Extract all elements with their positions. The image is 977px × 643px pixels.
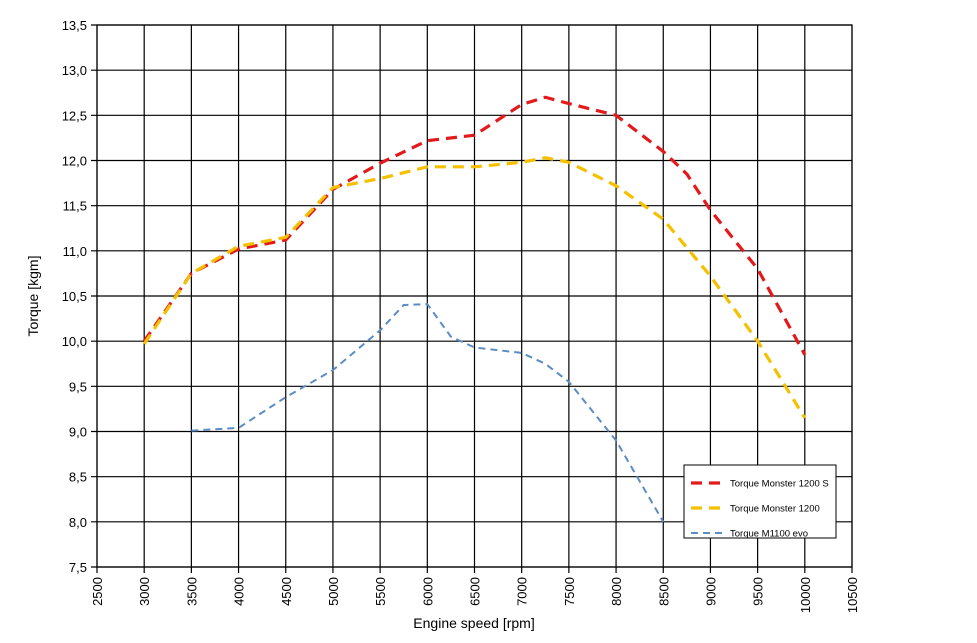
y-tick-label: 9,0 (69, 425, 87, 440)
y-tick-label: 12,5 (62, 108, 87, 123)
x-tick-label: 6000 (420, 577, 435, 606)
x-tick-label: 10500 (845, 577, 860, 613)
x-tick-labels: 2500 3000 3500 4000 4500 5000 5500 6000 6500 7000… (90, 577, 860, 613)
x-tick-label: 9500 (751, 577, 766, 606)
x-tick-label: 5500 (373, 577, 388, 606)
x-tick-label: 3500 (184, 577, 199, 606)
x-tick-label: 7500 (562, 577, 577, 606)
x-tick-label: 9000 (703, 577, 718, 606)
y-tick-labels: 7,5 8,0 8,5 9,0 9,5 10,0 10,5 11,0 11,5 12,0 12,5 1… (62, 18, 87, 575)
y-tick-label: 11,0 (63, 244, 87, 259)
x-tick-label: 6500 (468, 577, 483, 606)
x-tick-label: 5000 (326, 577, 341, 606)
legend-label: Torque Monster 1200 S (730, 479, 829, 490)
y-tick-label: 9,5 (69, 379, 87, 394)
x-tick-label: 2500 (90, 577, 105, 606)
legend-label: Torque Monster 1200 (730, 504, 820, 515)
y-tick-label: 11,5 (63, 199, 87, 214)
y-tick-label: 12,0 (62, 154, 87, 169)
x-axis-label: Engine speed [rpm] (413, 615, 534, 631)
y-tick-label: 10,5 (62, 289, 87, 304)
y-tick-label: 13,5 (62, 18, 87, 33)
series-line-2 (191, 303, 665, 523)
x-tick-label: 8500 (656, 577, 671, 606)
x-tick-label: 7000 (515, 577, 530, 606)
y-axis-label: Torque [kgm] (25, 256, 41, 337)
y-tick-label: 13,0 (62, 63, 87, 78)
series-lines (142, 95, 807, 523)
x-tick-label: 4500 (279, 577, 294, 606)
y-tick-label: 8,5 (69, 470, 87, 485)
legend-box (683, 464, 837, 539)
series-line-1 (142, 156, 807, 419)
x-tick-label: 8000 (609, 577, 624, 606)
x-tick-label: 3000 (137, 577, 152, 606)
series-line-0 (142, 95, 807, 356)
plot-border (96, 24, 853, 568)
x-tick-label: 4000 (232, 577, 247, 606)
legend: Torque Monster 1200 S Torque Monster 1200… (683, 464, 837, 540)
y-tick-label: 7,5 (69, 560, 87, 575)
y-tick-label: 10,0 (62, 334, 87, 349)
legend-label: Torque M1100 evo (730, 529, 808, 540)
x-tick-label: 10000 (798, 577, 813, 613)
y-tick-label: 8,0 (69, 515, 87, 530)
